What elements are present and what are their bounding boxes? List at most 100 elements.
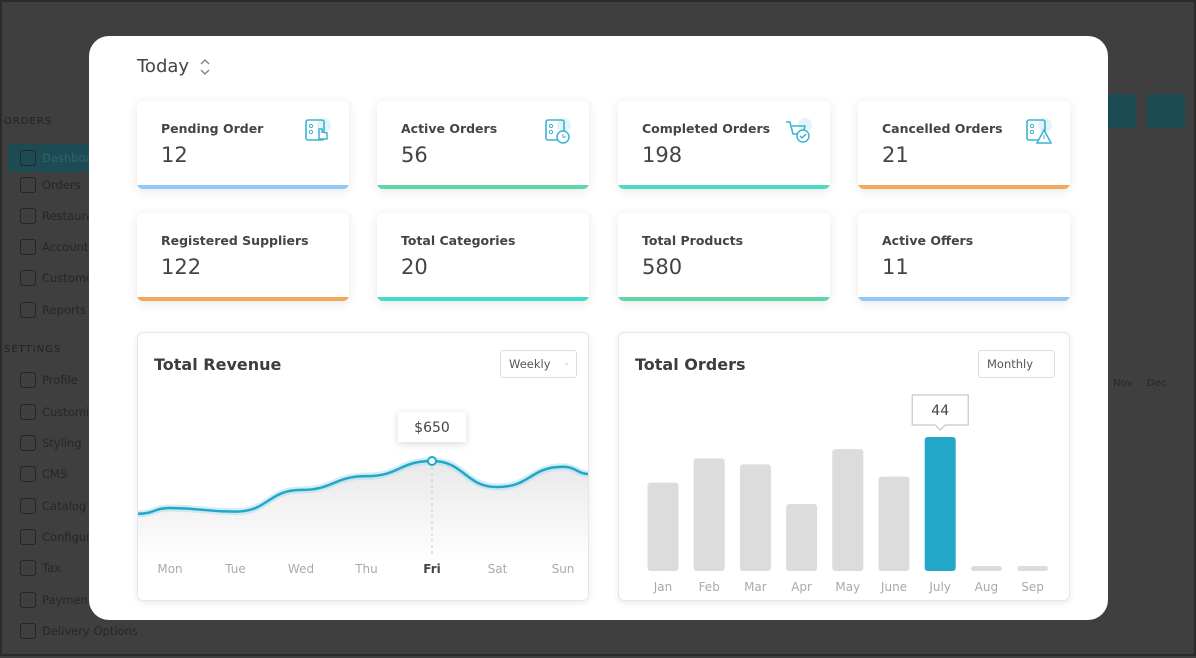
stat-value: 56 [401, 143, 428, 167]
stat-accent-bar [377, 297, 589, 301]
bar-may [832, 449, 864, 571]
stat-accent-bar [618, 185, 830, 189]
stat-label: Active Orders [401, 121, 498, 136]
revenue-panel: Total Revenue Weekly $650 Mon Tue Wed Thu Fri… [137, 332, 589, 601]
sidebar-item-payments: Payments [20, 592, 98, 608]
stat-value: 21 [882, 143, 909, 167]
stat-accent-bar [137, 185, 349, 189]
stat-label: Completed Orders [642, 121, 771, 136]
bar-june [878, 476, 910, 571]
menu-item-icon [20, 239, 36, 255]
x-tick-label: Aug [975, 580, 998, 594]
period-selector[interactable]: Today [137, 56, 211, 77]
stat-value: 20 [401, 255, 428, 279]
sidebar-item-label: Catalog [42, 499, 87, 513]
sidebar-item-customers: Customers [20, 270, 104, 286]
menu-item-icon [20, 623, 36, 639]
background-month-label: Dec [1147, 378, 1167, 389]
stat-accent-bar [858, 185, 1070, 189]
menu-item-icon [20, 498, 36, 514]
revenue-line [138, 459, 588, 516]
stat-card-total-products[interactable]: Total Products 580 [618, 213, 830, 301]
cart-check-icon [786, 118, 812, 143]
menu-item-icon [20, 435, 36, 451]
sidebar-section-settings: SETTINGS [4, 344, 62, 355]
clock-order-icon [545, 118, 571, 144]
x-tick-label: Tue [224, 562, 246, 576]
x-tick-label: Thu [354, 562, 378, 576]
stat-card-cancelled-orders[interactable]: Cancelled Orders 21 [858, 101, 1070, 189]
revenue-tooltip-label: $650 [414, 420, 450, 436]
stat-card-active-offers[interactable]: Active Offers 11 [858, 213, 1070, 301]
bar-aug [970, 566, 1002, 571]
menu-item-icon [20, 560, 36, 576]
revenue-period-select[interactable]: Weekly [500, 350, 577, 378]
x-tick-label: Mar [744, 580, 767, 594]
orders-period-value: Monthly [987, 357, 1034, 371]
sidebar-item-label: Orders [42, 178, 81, 192]
x-tick-label: Jan [653, 580, 673, 594]
orders-tooltip-label: 44 [931, 403, 949, 419]
revenue-line-chart: $650 Mon Tue Wed Thu Fri Sat Sun [138, 412, 588, 576]
sidebar-item-label: Customize [42, 405, 103, 419]
revenue-period-value: Weekly [509, 357, 551, 371]
sidebar-item-label: Profile [42, 373, 78, 387]
orders-tooltip [911, 394, 969, 431]
menu-item-icon [20, 302, 36, 318]
stat-label: Total Categories [401, 233, 516, 248]
period-label: Today [137, 56, 190, 77]
sidebar-item-catalog: Catalog [20, 498, 86, 514]
bar-mar [739, 464, 771, 571]
orders-panel: Total Orders Monthly Jan Feb Mar Apr May June… [618, 332, 1070, 601]
bar-sep [1017, 566, 1049, 571]
stat-accent-bar [137, 297, 349, 301]
stat-card-pending-order[interactable]: Pending Order 12 [137, 101, 349, 189]
sidebar-item-label: Payments [42, 593, 99, 607]
background-month-label: Nov [1113, 378, 1133, 389]
menu-item-icon [20, 404, 36, 420]
revenue-title: Total Revenue [154, 355, 282, 374]
sidebar-item-label: Configure [42, 530, 98, 544]
stat-card-registered-suppliers[interactable]: Registered Suppliers 122 [137, 213, 349, 301]
x-tick-label: Wed [288, 562, 314, 576]
sidebar-item-delivery-options: Delivery Options [20, 623, 138, 639]
menu-item-icon [20, 150, 36, 166]
tap-order-icon [305, 118, 331, 141]
x-tick-label: Fri [423, 562, 440, 576]
x-tick-label: Sep [1021, 580, 1044, 594]
menu-item-icon [20, 529, 36, 545]
x-tick-label: May [835, 580, 860, 594]
sidebar-item-styling: Styling [20, 435, 82, 451]
sidebar-item-customize: Customize [20, 404, 102, 420]
stat-value: 122 [161, 255, 202, 279]
stat-card-total-categories[interactable]: Total Categories 20 [377, 213, 589, 301]
bar-apr [786, 504, 818, 571]
sidebar-item-label: Delivery Options [42, 624, 138, 638]
stats-modal: Today Pending Order 12 Active Orders 56 Comp… [89, 36, 1108, 620]
stat-accent-bar [377, 185, 589, 189]
stat-label: Total Products [642, 233, 744, 248]
menu-item-icon [20, 372, 36, 388]
x-tick-label: Mon [157, 562, 182, 576]
sort-icon [200, 58, 210, 75]
orders-period-select[interactable]: Monthly [978, 350, 1055, 378]
menu-item-icon [20, 270, 36, 286]
x-tick-label: Feb [699, 580, 720, 594]
menu-item-icon [20, 466, 36, 482]
sidebar-item-tax: Tax [20, 560, 61, 576]
sidebar-item-profile: Profile [20, 372, 78, 388]
orders-title: Total Orders [635, 355, 746, 374]
stat-card-completed-orders[interactable]: Completed Orders 198 [618, 101, 830, 189]
x-tick-label: July [928, 580, 951, 594]
sidebar-item-label: CMS [42, 467, 68, 481]
bar-jan [647, 482, 679, 571]
stat-card-active-orders[interactable]: Active Orders 56 [377, 101, 589, 189]
stat-value: 198 [642, 143, 683, 167]
bar-july [924, 437, 956, 571]
stat-accent-bar [858, 297, 1070, 301]
sidebar-item-label: Tax [42, 561, 61, 575]
revenue-point [427, 456, 437, 466]
sidebar-item-orders: Orders [20, 177, 81, 193]
sidebar-item-cms: CMS [20, 466, 67, 482]
background-refresh-button [1147, 94, 1185, 128]
